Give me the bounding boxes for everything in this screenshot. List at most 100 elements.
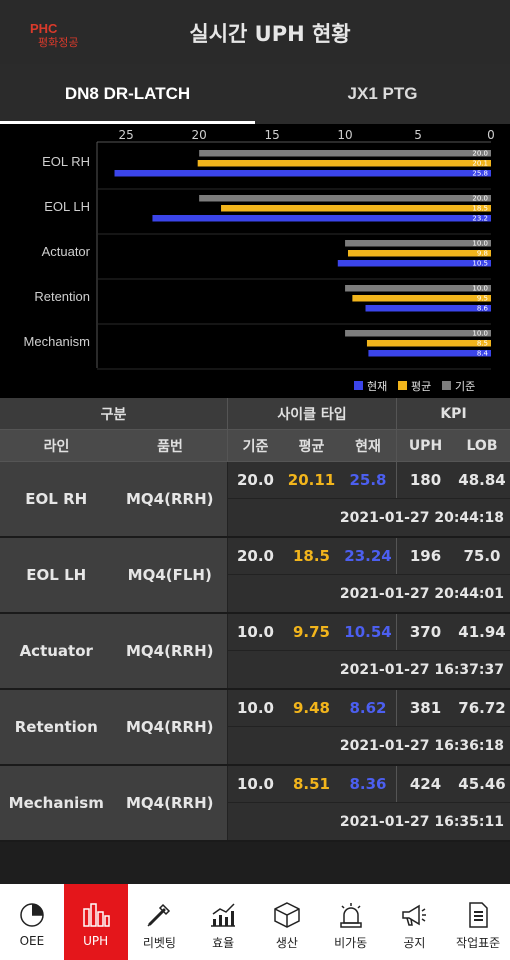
row-part: MQ4(RRH): [126, 490, 214, 508]
nav-item-efficiency[interactable]: 효율: [191, 884, 255, 960]
bar-value-label: 18.5: [472, 205, 488, 213]
bar-value-label: 8.5: [477, 340, 488, 348]
line-tabs: DN8 DR-LATCH JX1 PTG: [0, 64, 510, 124]
bar-value-label: 10.5: [472, 260, 488, 268]
nav-item-oee[interactable]: OEE: [0, 884, 64, 960]
row-uph: 424: [409, 775, 442, 793]
header-cur: 현재: [340, 430, 397, 461]
bar-value-label: 9.8: [477, 250, 488, 258]
document-icon: [469, 902, 488, 928]
bar-current: [337, 260, 491, 267]
bar-value-label: 10.0: [472, 285, 488, 293]
nav-item-downtime[interactable]: 비가동: [319, 884, 383, 960]
tab-dn8-dr-latch[interactable]: DN8 DR-LATCH: [0, 64, 255, 124]
nav-item-uph[interactable]: UPH: [63, 884, 128, 960]
table-row[interactable]: Actuator MQ4(RRH) 10.0 9.75 10.54 370 41…: [0, 614, 510, 690]
app-header: PHC 평화정공 실시간 UPH 현황: [0, 0, 510, 64]
logo-text-bottom: 평화정공: [38, 36, 79, 49]
nav-item-production[interactable]: 생산: [255, 884, 319, 960]
nav-label: UPH: [83, 934, 109, 948]
row-label-cell: Mechanism MQ4(RRH): [0, 766, 228, 840]
legend-swatch: [442, 381, 451, 390]
bar-value-label: 8.6: [477, 305, 489, 313]
bar-base: [199, 195, 492, 202]
nav-label: 리벳팅: [142, 936, 176, 950]
legend-label: 평균: [411, 380, 431, 393]
tab-jx1-ptg[interactable]: JX1 PTG: [347, 84, 418, 103]
row-line: Retention: [14, 718, 98, 736]
header-cycle-time: 사이클 타입: [228, 398, 397, 429]
row-base: 10.0: [236, 699, 274, 717]
nav-item-riveting[interactable]: 리벳팅: [128, 884, 192, 960]
row-part: MQ4(FLH): [127, 566, 212, 584]
table-row[interactable]: Retention MQ4(RRH) 10.0 9.48 8.62 381 76…: [0, 690, 510, 766]
chart-svg: 25 20 15 10 5 0 EOL RH 20.0 20.1 25.8 EOL LH 20.0 18…: [24, 128, 495, 393]
x-tick-label: 15: [264, 128, 279, 142]
nav-label: OEE: [19, 934, 45, 948]
table-header-row: 라인 품번 기준 평균 현재 UPH LOB: [0, 430, 510, 462]
table-row[interactable]: Mechanism MQ4(RRH) 10.0 8.51 8.36 424 45…: [0, 766, 510, 842]
x-tick-label: 25: [119, 128, 134, 142]
bar-chart-icon: [82, 903, 110, 927]
bottom-nav: OEE UPH 리벳팅 효율: [0, 884, 510, 960]
row-line: Actuator: [19, 642, 93, 660]
row-lob: 41.94: [458, 623, 506, 641]
row-avg: 20.11: [287, 471, 336, 489]
nav-label: 생산: [275, 936, 298, 950]
category-label: Mechanism: [24, 334, 90, 349]
header-uph: UPH: [408, 437, 443, 454]
row-cur: 10.54: [340, 614, 397, 650]
bar-current: [114, 170, 491, 177]
bar-value-label: 10.0: [472, 240, 488, 248]
x-tick-label: 5: [414, 128, 422, 142]
row-line: Mechanism: [8, 794, 104, 812]
row-uph: 180: [409, 471, 442, 489]
row-avg: 18.5: [292, 547, 330, 565]
table-row[interactable]: EOL LH MQ4(FLH) 20.0 18.5 23.24 196 75.0…: [0, 538, 510, 614]
row-cur: 8.36: [340, 766, 397, 802]
row-label-cell: Retention MQ4(RRH): [0, 690, 228, 764]
nav-item-work-standard[interactable]: 작업표준: [446, 884, 510, 960]
row-base: 20.0: [236, 547, 274, 565]
row-avg: 8.51: [292, 775, 330, 793]
row-metrics: 10.0 9.48 8.62 381 76.72: [228, 690, 510, 727]
bar-avg: [352, 295, 491, 302]
bar-current: [368, 350, 491, 357]
bar-value-label: 25.8: [472, 170, 488, 178]
bar-current: [365, 305, 491, 312]
row-avg: 9.48: [292, 699, 330, 717]
bar-value-label: 20.1: [472, 160, 488, 168]
header-base: 기준: [242, 438, 269, 455]
nav-item-notice[interactable]: 공지: [383, 884, 447, 960]
header-group: 구분: [0, 398, 228, 429]
row-timestamp: 2021-01-27 16:35:11: [228, 803, 510, 840]
bar-value-label: 20.0: [472, 150, 488, 158]
row-timestamp: 2021-01-27 16:36:18: [228, 727, 510, 764]
row-cur: 23.24: [340, 538, 397, 574]
megaphone-icon: [402, 904, 427, 926]
category-label: Retention: [34, 289, 90, 304]
row-timestamp: 2021-01-27 20:44:01: [228, 575, 510, 612]
x-tick-label: 0: [487, 128, 495, 142]
row-lob: 76.72: [458, 699, 506, 717]
bar-value-label: 23.2: [472, 215, 488, 223]
row-values: 10.0 8.51 8.36 424 45.46 2021-01-27 16:3…: [228, 766, 510, 840]
nav-label: 공지: [403, 936, 426, 950]
header-avg: 평균: [298, 438, 325, 455]
bar-avg: [221, 205, 491, 212]
row-uph: 381: [409, 699, 442, 717]
rivet-tool-icon: [147, 903, 171, 927]
row-cur: 25.8: [340, 462, 397, 498]
bar-avg: [366, 340, 491, 347]
row-line: EOL RH: [25, 490, 88, 508]
x-tick-label: 10: [337, 128, 352, 142]
bar-avg: [347, 250, 491, 257]
page-title: 실시간 UPH 현황: [189, 22, 351, 46]
nav-label: 작업표준: [456, 936, 501, 950]
row-label-cell: EOL RH MQ4(RRH): [0, 462, 228, 536]
header-line: 라인: [43, 438, 70, 455]
row-part: MQ4(RRH): [126, 794, 214, 812]
bar-base: [345, 285, 491, 292]
table-row[interactable]: EOL RH MQ4(RRH) 20.0 20.11 25.8 180 48.8…: [0, 462, 510, 538]
company-logo: PHC 평화정공: [30, 22, 100, 52]
